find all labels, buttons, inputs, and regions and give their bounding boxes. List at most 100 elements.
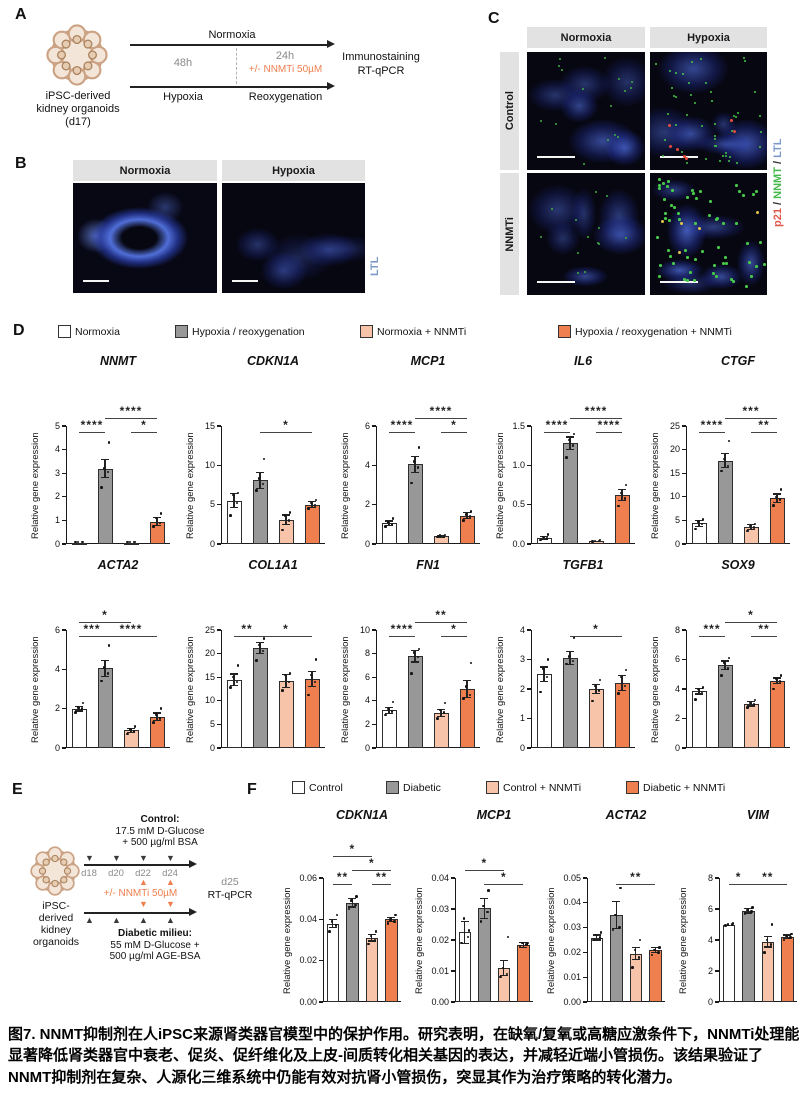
data-point [236,664,240,667]
chart-axes [376,630,480,748]
error-bar [311,671,313,687]
data-point [731,922,735,925]
data-point [288,511,292,514]
data-point [133,540,137,544]
data-point [724,924,727,927]
chart-axes [686,630,790,748]
data-point [722,661,726,664]
significance-line [234,636,260,638]
y-tick-label: 0 [209,538,215,549]
data-point [638,938,642,942]
data-point [591,540,594,543]
significance-stars: ** [435,608,447,622]
data-point [410,672,413,675]
panel-d-charts-row2: ACTA2 Relative gene expression 0 2 4 6 *** * ***… [28,556,799,754]
y-axis-label: Relative gene expression [340,636,351,744]
data-point [774,495,778,499]
data-point [720,674,723,677]
bar [252,647,268,748]
legend-label: Control [309,781,343,794]
scale-bar [232,279,258,282]
micrograph-c-control-hypoxia [650,52,767,170]
data-point [309,673,313,677]
data-point [468,693,472,697]
error-bar [596,935,598,940]
significance-stars: * [481,856,488,870]
legend-swatch [558,325,571,338]
bar [742,910,755,1002]
nnmti-marker-icon: ▼ [166,899,175,909]
y-axis-label: Relative gene expression [185,432,196,540]
y-tick-label: 3 [519,654,525,664]
data-point [262,637,266,640]
y-tick-label: 20 [669,444,680,455]
data-point [751,906,754,909]
legend-label: Hypoxia / reoxygenation [192,325,305,338]
y-tick-label: 0.00 [431,996,449,1007]
y-tick-label: 2 [707,965,713,976]
y-tick-label: 0.02 [431,934,449,945]
data-point [785,934,788,938]
data-point [158,521,162,525]
data-point [746,529,749,533]
data-point [701,518,705,521]
data-point [106,470,110,474]
significance-stars: * [735,870,742,884]
chart-title: COL1A1 [248,558,298,572]
chart-axes [376,426,480,544]
legend-label: Diabetic + NNMTi [643,781,726,794]
significance-stars: *** [742,404,760,418]
significance-line [570,418,622,420]
data-point [335,913,339,917]
panel-f-label: F [247,781,257,798]
organoid-caption-a: iPSC-derived kidney organoids (d17) [36,90,120,128]
data-point [469,661,473,665]
day-label: d22 [135,868,151,879]
significance-stars: **** [429,404,453,418]
organoid-caption-e: iPSC- derived kidney organoids [32,900,80,948]
nnmti-marker-icon: ▲ [139,877,148,887]
y-tick-label: 0.0 [512,538,525,549]
legend-swatch [58,325,71,338]
dose-marker-icon: ▼ [112,853,121,863]
normoxia-timeline-arrow [130,40,335,48]
data-point [283,514,287,517]
data-point [102,666,106,669]
data-point [614,913,617,917]
error-bar [104,459,106,478]
data-point [700,690,704,694]
data-point [746,908,749,912]
data-point [354,903,357,907]
chart-title: NNMT [99,354,137,368]
data-point [106,672,110,675]
control-timeline-arrow [84,860,197,868]
y-tick-label: 2 [364,499,370,510]
bar [365,937,378,1002]
day-label: d18 [81,868,97,879]
y-tick-label: 1 [519,713,525,723]
significance-line [725,418,777,420]
bar [326,923,339,1002]
significance-stars: ** [375,870,388,884]
data-point [373,938,377,942]
data-point [599,931,603,934]
y-tick-label: 0.01 [563,971,581,982]
column-header-normoxia-c: Normoxia [527,27,645,48]
data-point [789,936,792,939]
legend-label: Normoxia + NNMTi [377,325,467,338]
data-point [468,515,472,518]
error-bar [332,919,334,928]
data-point [778,680,782,683]
significance-stars: * [368,856,375,870]
stain-ltl: LTL [772,138,784,158]
data-point [442,534,446,538]
caption-body: 研究表明，在缺氧/复氧或高糖应激条件下，NNMTi处理能显著降低肾类器官中衰老、… [8,1026,800,1086]
data-point [694,698,697,701]
significance-line [544,432,570,434]
panel-e-label: E [12,781,23,798]
data-point [571,444,575,447]
legend-swatch [175,325,188,338]
significance-stars: **** [80,418,104,432]
y-axis-label: Relative gene expression [282,887,293,995]
data-point [790,932,793,936]
